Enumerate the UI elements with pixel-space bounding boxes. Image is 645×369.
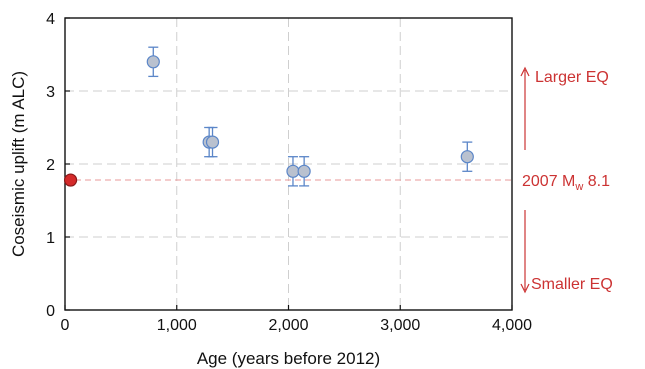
y-tick-label: 4 bbox=[46, 11, 55, 28]
x-tick-label: 0 bbox=[61, 317, 70, 334]
data-point bbox=[286, 164, 300, 178]
x-tick-label: 1,000 bbox=[157, 317, 197, 334]
y-tick-label: 0 bbox=[46, 303, 55, 320]
data-point bbox=[460, 150, 474, 164]
smaller-eq-label: Smaller EQ bbox=[531, 276, 613, 293]
x-tick-label: 3,000 bbox=[380, 317, 420, 334]
x-axis-title: Age (years before 2012) bbox=[197, 349, 380, 368]
x-tick-label: 2,000 bbox=[268, 317, 308, 334]
annotation-smaller-eq: Smaller EQ bbox=[520, 210, 613, 294]
annotation-larger-eq: Larger EQ bbox=[520, 66, 609, 150]
event-label-prefix: 2007 M bbox=[522, 173, 575, 190]
x-tick-label: 4,000 bbox=[492, 317, 532, 334]
arrow-down-head bbox=[520, 283, 530, 294]
y-axis-title: Coseismic uplift (m ALC) bbox=[9, 71, 28, 257]
y-tick-label: 2 bbox=[46, 157, 55, 174]
event-label-suffix: 8.1 bbox=[583, 173, 610, 190]
grid bbox=[65, 18, 512, 310]
annotation-2007-event: 2007 Mw 8.1 bbox=[522, 173, 610, 193]
y-tick-label: 3 bbox=[46, 84, 55, 101]
data-point bbox=[297, 164, 311, 178]
arrow-up-head bbox=[520, 66, 530, 77]
event-label-subscript: w bbox=[574, 181, 583, 193]
axis-ticks: 0 1,000 2,000 3,000 4,000 0 1 2 3 4 bbox=[46, 11, 532, 334]
data-point bbox=[146, 55, 160, 69]
data-marks bbox=[63, 46, 474, 187]
event-label: 2007 Mw 8.1 bbox=[522, 173, 610, 193]
data-point-2007-event bbox=[63, 173, 78, 187]
larger-eq-label: Larger EQ bbox=[535, 69, 609, 86]
data-point bbox=[205, 135, 220, 149]
y-tick-label: 1 bbox=[46, 230, 55, 247]
